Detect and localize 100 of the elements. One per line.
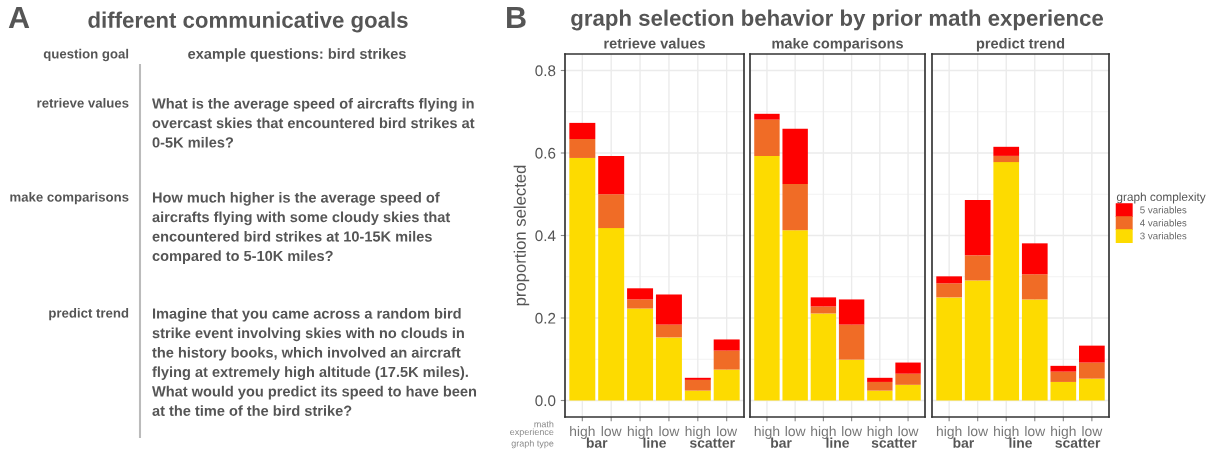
bar [1050, 371, 1077, 382]
text: scatter [689, 438, 735, 448]
x-tick-label: high [570, 426, 595, 439]
text: Imagine that you came across a random bird strike event involving skies with no clouds in the history books, which involved an aircraft flying at extremely high altitude (17.5K miles). What would you predict its speed to have been at the time of the bird strike? [152, 308, 477, 416]
text: bar [586, 437, 608, 448]
x-tick-label: high [627, 426, 653, 439]
bar [964, 280, 991, 401]
legend-title: graph complexity [1116, 192, 1206, 204]
bar [627, 288, 654, 300]
legend-label: 5 variables [1140, 206, 1187, 214]
chart-subtitle: make comparisons [772, 37, 903, 52]
y-tick-label: 0.0 [535, 395, 556, 407]
x-tick-label: low [785, 426, 806, 437]
x-tick-label: high [754, 426, 780, 439]
bar [627, 299, 654, 309]
bar [655, 294, 682, 325]
bar [810, 306, 837, 314]
chart-subtitle: predict trend [976, 37, 1065, 52]
bar [936, 283, 962, 298]
bar [713, 369, 740, 401]
bar [895, 373, 921, 385]
x-tick-label: low [968, 426, 989, 437]
y-tick-label: 0.8 [535, 65, 556, 77]
y-tick-label: 0.2 [535, 312, 556, 324]
bar [993, 146, 1020, 156]
x-tick-label: high [811, 426, 836, 439]
text: line [826, 437, 849, 448]
bar [569, 138, 596, 158]
bar [684, 379, 711, 391]
bar [993, 155, 1020, 163]
x-tick-label: high [867, 426, 893, 439]
bar [754, 113, 780, 120]
x-tick-label: low [1025, 426, 1046, 437]
y-tick-label: 0.4 [535, 230, 556, 242]
bar [964, 200, 991, 256]
text: A [8, 6, 30, 28]
bar [838, 359, 865, 401]
bar [782, 230, 808, 401]
text: question goal [43, 48, 129, 62]
legend-label: 4 variables [1139, 219, 1187, 227]
bar [754, 119, 780, 156]
text: scatter [871, 438, 917, 448]
bar [569, 122, 596, 139]
bar [867, 377, 893, 382]
bar [1079, 378, 1105, 401]
bar [867, 381, 893, 391]
bar [754, 155, 780, 401]
bar [598, 194, 625, 229]
text: scatter [1055, 438, 1101, 448]
bar [867, 390, 893, 401]
x-tick-label: low [601, 426, 622, 437]
text: line [643, 437, 666, 448]
text: B [507, 6, 526, 28]
bar [895, 384, 921, 401]
bar [993, 162, 1020, 401]
bar [936, 276, 962, 284]
bar [810, 313, 837, 401]
text: predict trend [49, 308, 129, 321]
bar [655, 337, 682, 401]
chart-subtitle: retrieve values [604, 37, 705, 49]
bar [684, 390, 711, 401]
bar [782, 128, 808, 184]
x-tick-label: high [685, 426, 711, 439]
bar [569, 157, 596, 401]
x-tick-label: low [842, 426, 863, 437]
text: retrieve values [37, 98, 129, 108]
text: bar [771, 437, 792, 448]
bar [1021, 274, 1048, 300]
text: graph selection behavior by prior math experience [571, 9, 1104, 31]
x-tick-label: high [936, 426, 962, 439]
bar [838, 324, 865, 360]
bar [627, 308, 654, 401]
bar [598, 155, 625, 195]
bar [895, 362, 921, 374]
legend-label: 3 variables [1140, 232, 1187, 240]
x-tick-label: low [1082, 426, 1103, 437]
text: bar [953, 437, 974, 448]
bar [1079, 362, 1105, 379]
text: make comparisons [10, 192, 129, 205]
x-tick-label: low [659, 426, 680, 437]
bar [782, 183, 808, 231]
bar [1021, 299, 1048, 401]
text: graph type [511, 439, 554, 449]
x-tick-label: high [1051, 426, 1076, 439]
text: different communicative goals [88, 11, 408, 33]
bar [936, 297, 962, 401]
bar [1021, 243, 1048, 275]
bar [810, 297, 837, 307]
x-tick-label: high [994, 426, 1019, 439]
bar [1050, 365, 1077, 372]
text: What is the average speed of aircrafts flying in overcast skies that encountered bird strikes at 0-5K miles? [152, 98, 475, 148]
text: example questions: bird strikes [188, 48, 406, 62]
text: How much higher is the average speed of aircrafts flying with some cloudy skies that encountered bird strikes at 10-15K miles compared to 5-10K miles? [152, 192, 451, 264]
bar [598, 228, 625, 401]
bar [964, 255, 991, 281]
x-tick-label: low [717, 426, 738, 437]
text: line [1009, 437, 1032, 448]
bar [684, 377, 711, 380]
x-tick-label: low [898, 426, 919, 437]
bar [1050, 381, 1077, 401]
